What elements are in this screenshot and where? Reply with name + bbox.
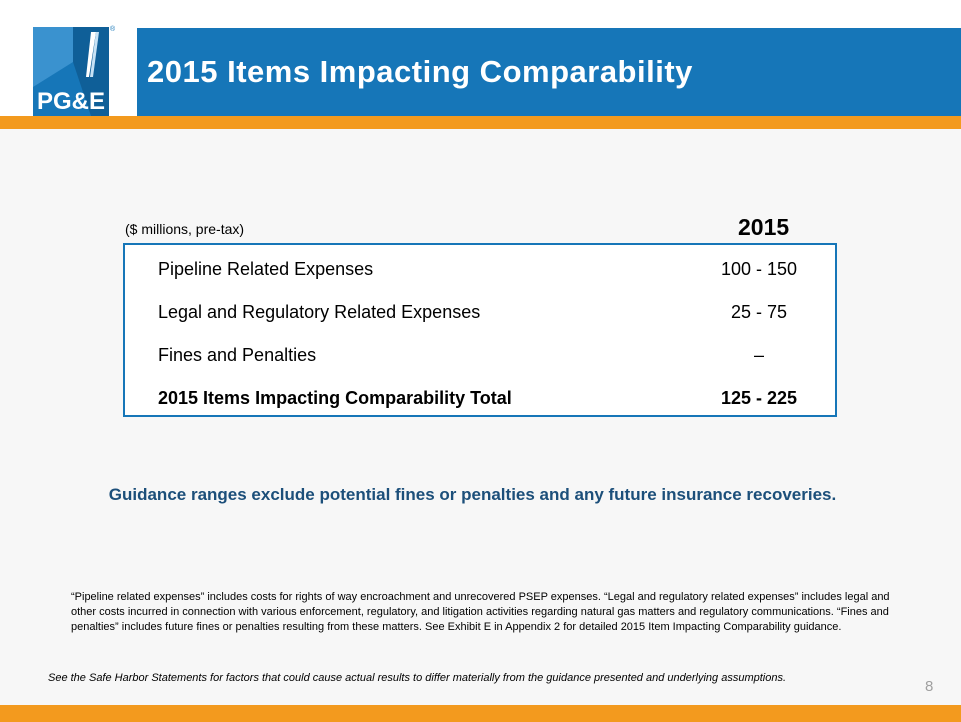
table-row: Pipeline Related Expenses 100 - 150: [125, 249, 835, 289]
table-year-header: 2015: [738, 214, 790, 240]
table-unit-label: ($ millions, pre-tax): [125, 221, 245, 237]
row-value: –: [753, 345, 764, 365]
guidance-statement: Guidance ranges exclude potential fines …: [108, 485, 837, 504]
row-value: 25 - 75: [730, 302, 788, 322]
row-label: Fines and Penalties: [158, 345, 317, 365]
title-bar: [137, 28, 961, 116]
page-title: 2015 Items Impacting Comparability: [147, 54, 693, 89]
row-label: 2015 Items Impacting Comparability Total: [158, 388, 512, 408]
row-label: Pipeline Related Expenses: [158, 259, 374, 279]
registered-mark: ®: [110, 26, 116, 33]
logo-text: PG&E: [37, 88, 105, 115]
row-value: 100 - 150: [720, 259, 798, 279]
safe-harbor-statement: See the Safe Harbor Statements for facto…: [48, 672, 787, 684]
footer-orange-rule: [0, 705, 961, 722]
table-row: Fines and Penalties –: [125, 335, 835, 375]
table-row-total: 2015 Items Impacting Comparability Total…: [125, 378, 835, 418]
header-orange-rule: [0, 116, 961, 129]
footnote: “Pipeline related expenses” includes cos…: [71, 591, 890, 633]
row-value: 125 - 225: [720, 388, 798, 408]
top-band: [0, 0, 961, 28]
content-background: [0, 129, 961, 705]
row-label: Legal and Regulatory Related Expenses: [158, 302, 481, 322]
page-number: 8: [925, 678, 934, 695]
comparability-table: Pipeline Related Expenses 100 - 150 Lega…: [123, 243, 837, 417]
pge-logo: PG&E: [33, 27, 109, 116]
table-row: Legal and Regulatory Related Expenses 25…: [125, 292, 835, 332]
